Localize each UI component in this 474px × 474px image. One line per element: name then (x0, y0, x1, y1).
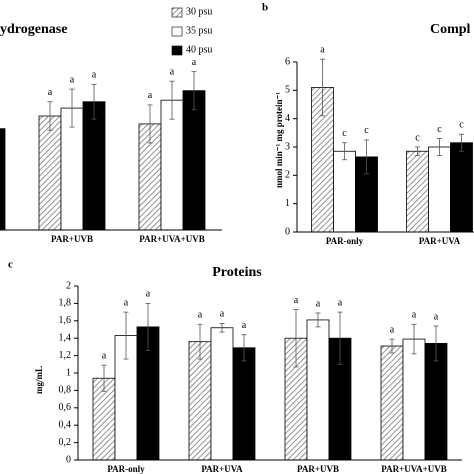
significance-letter: a (434, 311, 439, 322)
chart-title: Compl (430, 22, 471, 37)
bar (0, 128, 6, 231)
bar (406, 150, 429, 233)
legend-swatch (171, 45, 183, 56)
y-tick-label: 0,6 (59, 402, 72, 413)
y-tick-label: 2 (285, 170, 290, 181)
legend-label: 35 psu (186, 25, 212, 36)
x-tick-label: PAR-only (326, 236, 364, 246)
panel-label: c (8, 259, 13, 271)
significance-letter: c (459, 120, 464, 131)
significance-letter: a (48, 87, 53, 98)
significance-letter: a (390, 324, 395, 335)
bar (182, 90, 206, 231)
bar (306, 319, 330, 461)
chart-title: Proteins (212, 265, 262, 280)
x-tick-label: PAR+UVB (297, 464, 339, 474)
significance-letter: c (437, 124, 442, 135)
y-tick-label: 0,8 (59, 385, 72, 396)
y-axis-label: nmol min⁻¹ mg protein⁻¹ (274, 92, 284, 188)
x-tick-label: PAR+UVA (201, 464, 243, 474)
bar (210, 327, 234, 461)
x-tick-label: PAR+UVA+UVB (139, 234, 204, 244)
bar (380, 345, 404, 461)
significance-letter: a (92, 70, 97, 81)
bar (232, 347, 256, 461)
bar (333, 150, 356, 233)
significance-letter: a (316, 298, 321, 309)
y-tick-label: 0 (285, 226, 290, 237)
significance-letter: a (170, 66, 175, 77)
legend-label: 30 psu (186, 6, 212, 17)
y-tick-label: 1,4 (59, 332, 72, 343)
y-tick-label: 1,8 (59, 298, 72, 309)
significance-letter: c (415, 132, 420, 143)
panel-label: b (262, 2, 268, 14)
y-tick-label: 0,2 (59, 437, 72, 448)
y-tick-label: 4 (285, 113, 290, 124)
legend-swatch (171, 26, 183, 37)
significance-letter: a (412, 310, 417, 321)
y-tick-label: 3 (285, 141, 290, 152)
significance-letter: a (242, 320, 247, 331)
significance-letter: a (124, 297, 129, 308)
significance-letter: a (320, 44, 325, 55)
chart-title: ydrogenase (0, 22, 67, 37)
legend-label: 40 psu (186, 44, 212, 55)
significance-letter: a (148, 90, 153, 101)
y-tick-label: 6 (285, 56, 290, 67)
bar (38, 115, 62, 231)
significance-letter: a (294, 295, 299, 306)
bar (428, 146, 451, 233)
x-tick-label: PAR+UVA (419, 236, 461, 246)
bar (450, 142, 473, 233)
x-tick-label: PAR+UVA+UVB (381, 464, 446, 474)
y-tick-label: 2 (66, 280, 71, 291)
significance-letter: a (220, 309, 225, 320)
significance-letter: a (338, 297, 343, 308)
x-tick-label: PAR-only (107, 464, 145, 474)
y-tick-label: 1,2 (59, 350, 72, 361)
y-tick-label: 1 (285, 198, 290, 209)
y-tick-label: 5 (285, 85, 290, 96)
significance-letter: a (102, 350, 107, 361)
significance-letter: c (342, 128, 347, 139)
y-tick-label: 1 (66, 367, 71, 378)
y-tick-label: 0 (66, 454, 71, 465)
significance-letter: a (70, 74, 75, 85)
significance-letter: c (364, 125, 369, 136)
significance-letter: a (198, 310, 203, 321)
y-axis-label: mg/mL (34, 366, 44, 394)
y-tick-label: 1,6 (59, 315, 72, 326)
x-tick-label: PAR+UVB (51, 234, 93, 244)
bar (82, 101, 106, 231)
significance-letter: a (146, 289, 151, 300)
legend-swatch (171, 7, 183, 18)
bar (402, 338, 426, 461)
bar (160, 99, 184, 231)
significance-letter: a (192, 57, 197, 68)
y-tick-label: 0,4 (59, 419, 72, 430)
